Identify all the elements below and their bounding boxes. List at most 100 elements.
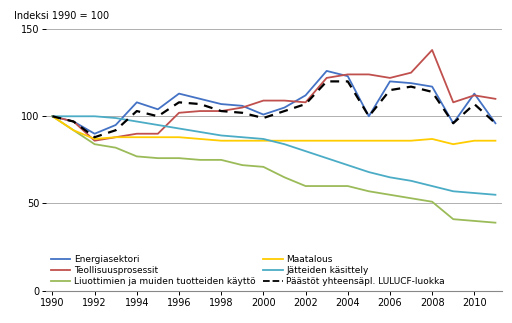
- Maatalous: [113, 135, 119, 139]
- Teollisuusprosessit: [324, 76, 330, 80]
- Liuottimien ja muiden tuotteiden käyttö: [260, 165, 266, 169]
- Line: Päästöt yhteensäpl. LULUCF-luokka: Päästöt yhteensäpl. LULUCF-luokka: [52, 81, 496, 137]
- Teollisuusprosessit: [155, 132, 161, 136]
- Energiasektori: [471, 92, 477, 96]
- Päästöt yhteensäpl. LULUCF-luokka: [282, 109, 288, 113]
- Jätteiden käsittely: [113, 116, 119, 120]
- Päästöt yhteensäpl. LULUCF-luokka: [303, 102, 309, 106]
- Teollisuusprosessit: [92, 139, 98, 143]
- Maatalous: [218, 139, 224, 143]
- Teollisuusprosessit: [71, 120, 77, 123]
- Liuottimien ja muiden tuotteiden käyttö: [450, 217, 456, 221]
- Energiasektori: [176, 92, 182, 96]
- Päästöt yhteensäpl. LULUCF-luokka: [113, 128, 119, 132]
- Jätteiden käsittely: [260, 137, 266, 141]
- Liuottimien ja muiden tuotteiden käyttö: [366, 189, 372, 193]
- Line: Liuottimien ja muiden tuotteiden käyttö: Liuottimien ja muiden tuotteiden käyttö: [52, 116, 496, 223]
- Jätteiden käsittely: [218, 133, 224, 137]
- Päästöt yhteensäpl. LULUCF-luokka: [345, 79, 351, 83]
- Liuottimien ja muiden tuotteiden käyttö: [471, 219, 477, 223]
- Maatalous: [282, 139, 288, 143]
- Energiasektori: [71, 120, 77, 123]
- Päästöt yhteensäpl. LULUCF-luokka: [366, 114, 372, 118]
- Päästöt yhteensäpl. LULUCF-luokka: [197, 102, 203, 106]
- Liuottimien ja muiden tuotteiden käyttö: [282, 175, 288, 179]
- Energiasektori: [218, 102, 224, 106]
- Teollisuusprosessit: [49, 114, 55, 118]
- Päästöt yhteensäpl. LULUCF-luokka: [49, 114, 55, 118]
- Teollisuusprosessit: [429, 48, 435, 52]
- Energiasektori: [282, 106, 288, 109]
- Päästöt yhteensäpl. LULUCF-luokka: [239, 111, 245, 115]
- Energiasektori: [408, 81, 414, 85]
- Energiasektori: [155, 107, 161, 111]
- Energiasektori: [197, 97, 203, 101]
- Teollisuusprosessit: [282, 99, 288, 102]
- Energiasektori: [324, 69, 330, 73]
- Teollisuusprosessit: [345, 72, 351, 76]
- Maatalous: [429, 137, 435, 141]
- Maatalous: [71, 128, 77, 132]
- Jätteiden käsittely: [387, 175, 393, 179]
- Line: Energiasektori: Energiasektori: [52, 71, 496, 134]
- Teollisuusprosessit: [218, 109, 224, 113]
- Maatalous: [387, 139, 393, 143]
- Maatalous: [493, 139, 499, 143]
- Jätteiden käsittely: [197, 130, 203, 134]
- Energiasektori: [450, 121, 456, 125]
- Liuottimien ja muiden tuotteiden käyttö: [176, 156, 182, 160]
- Jätteiden käsittely: [345, 163, 351, 167]
- Maatalous: [408, 139, 414, 143]
- Energiasektori: [260, 113, 266, 117]
- Teollisuusprosessit: [450, 100, 456, 104]
- Teollisuusprosessit: [197, 109, 203, 113]
- Maatalous: [303, 139, 309, 143]
- Jätteiden käsittely: [450, 189, 456, 193]
- Line: Teollisuusprosessit: Teollisuusprosessit: [52, 50, 496, 141]
- Päästöt yhteensäpl. LULUCF-luokka: [450, 121, 456, 125]
- Liuottimien ja muiden tuotteiden käyttö: [345, 184, 351, 188]
- Jätteiden käsittely: [429, 184, 435, 188]
- Maatalous: [155, 135, 161, 139]
- Liuottimien ja muiden tuotteiden käyttö: [113, 146, 119, 150]
- Päästöt yhteensäpl. LULUCF-luokka: [429, 90, 435, 94]
- Jätteiden käsittely: [92, 114, 98, 118]
- Energiasektori: [239, 104, 245, 108]
- Maatalous: [49, 114, 55, 118]
- Päästöt yhteensäpl. LULUCF-luokka: [471, 102, 477, 106]
- Liuottimien ja muiden tuotteiden käyttö: [197, 158, 203, 162]
- Maatalous: [176, 135, 182, 139]
- Energiasektori: [387, 79, 393, 83]
- Jätteiden käsittely: [471, 191, 477, 195]
- Päästöt yhteensäpl. LULUCF-luokka: [218, 109, 224, 113]
- Päästöt yhteensäpl. LULUCF-luokka: [71, 120, 77, 123]
- Teollisuusprosessit: [493, 97, 499, 101]
- Päästöt yhteensäpl. LULUCF-luokka: [155, 114, 161, 118]
- Liuottimien ja muiden tuotteiden käyttö: [303, 184, 309, 188]
- Energiasektori: [345, 74, 351, 78]
- Teollisuusprosessit: [260, 99, 266, 102]
- Jätteiden käsittely: [303, 149, 309, 153]
- Teollisuusprosessit: [176, 111, 182, 115]
- Jätteiden käsittely: [366, 170, 372, 174]
- Maatalous: [134, 135, 140, 139]
- Jätteiden käsittely: [134, 120, 140, 123]
- Energiasektori: [366, 114, 372, 118]
- Päästöt yhteensäpl. LULUCF-luokka: [92, 135, 98, 139]
- Jätteiden käsittely: [71, 114, 77, 118]
- Jätteiden käsittely: [239, 135, 245, 139]
- Maatalous: [471, 139, 477, 143]
- Jätteiden käsittely: [408, 179, 414, 183]
- Liuottimien ja muiden tuotteiden käyttö: [239, 163, 245, 167]
- Energiasektori: [303, 93, 309, 97]
- Liuottimien ja muiden tuotteiden käyttö: [387, 193, 393, 197]
- Text: Indeksi 1990 = 100: Indeksi 1990 = 100: [14, 11, 109, 21]
- Maatalous: [450, 142, 456, 146]
- Päästöt yhteensäpl. LULUCF-luokka: [176, 100, 182, 104]
- Legend: Energiasektori, Teollisuusprosessit, Liuottimien ja muiden tuotteiden käyttö, Ma: Energiasektori, Teollisuusprosessit, Liu…: [51, 255, 445, 286]
- Maatalous: [345, 139, 351, 143]
- Energiasektori: [134, 100, 140, 104]
- Energiasektori: [429, 85, 435, 89]
- Maatalous: [260, 139, 266, 143]
- Teollisuusprosessit: [134, 132, 140, 136]
